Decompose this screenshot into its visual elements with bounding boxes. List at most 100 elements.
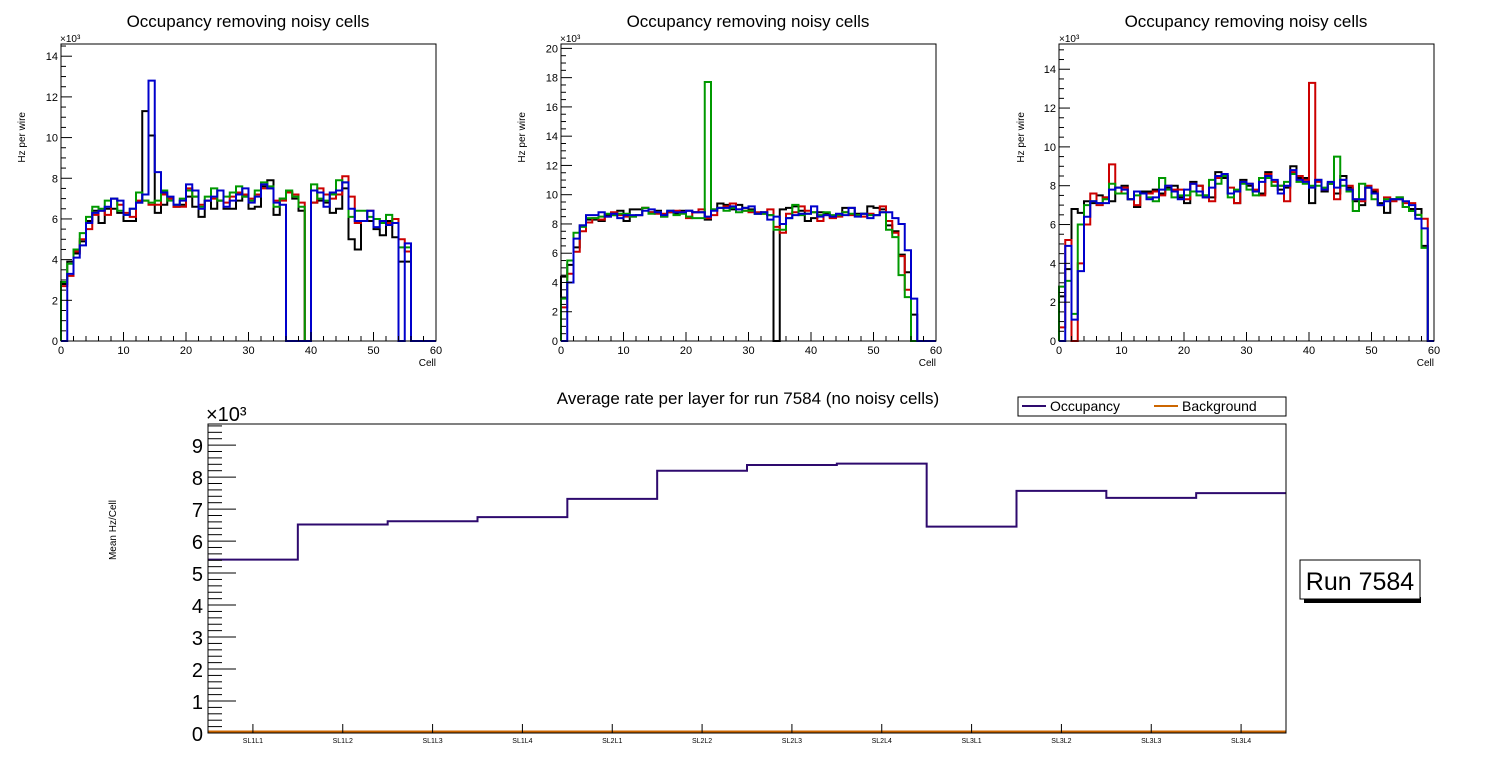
y-tick-label: 6 <box>52 214 58 226</box>
series-black-line <box>560 202 936 342</box>
x-tick-label: SL3L2 <box>1051 738 1071 745</box>
x-tick-label: SL3L1 <box>961 738 981 745</box>
y-tick-label: 2 <box>192 660 203 682</box>
y-tick-label: 12 <box>546 160 558 172</box>
series-blue-line <box>561 205 936 342</box>
y-tick-label: 0 <box>1050 336 1056 348</box>
y-tick-label: 4 <box>52 255 58 267</box>
y-tick-label: 8 <box>1050 181 1056 193</box>
series-red-line <box>1058 81 1434 342</box>
y-tick-label: 16 <box>546 102 558 114</box>
y-tick-label: 0 <box>52 336 58 348</box>
panel-2-exponent: ×10³ <box>560 34 581 45</box>
series-blue-line <box>61 79 436 342</box>
y-tick-label: 6 <box>192 532 203 554</box>
histogram-panel-2: Occupancy removing noisy cells Hz per wi… <box>517 12 942 369</box>
y-tick-label: 3 <box>192 628 203 650</box>
y-tick-label: 10 <box>46 133 58 145</box>
x-tick-label: 40 <box>805 345 817 357</box>
y-tick-label: 14 <box>546 131 558 143</box>
x-tick-label: SL3L4 <box>1231 738 1251 745</box>
x-tick-label: 30 <box>242 345 254 357</box>
x-tick-label: 10 <box>617 345 629 357</box>
x-tick-label: 20 <box>180 345 192 357</box>
run-label-shadow <box>1304 597 1421 603</box>
histogram-panel-3: Occupancy removing noisy cells Hz per wi… <box>1016 12 1440 369</box>
y-tick-label: 2 <box>52 295 58 307</box>
y-tick-label: 10 <box>546 190 558 202</box>
y-tick-label: 2 <box>1050 297 1056 309</box>
y-tick-label: 0 <box>552 336 558 348</box>
panel-1-xlabel: Cell <box>419 358 436 369</box>
y-tick-label: 7 <box>192 500 203 522</box>
y-tick-label: 0 <box>192 724 203 746</box>
x-tick-label: 50 <box>367 345 379 357</box>
series-occupancy-line <box>208 462 1286 561</box>
y-tick-label: 5 <box>192 564 203 586</box>
y-tick-label: 10 <box>1044 142 1056 154</box>
legend: Occupancy Background <box>1017 396 1287 417</box>
layer-rate-title: Average rate per layer for run 7584 (no … <box>557 389 939 408</box>
x-tick-label: 10 <box>1115 345 1127 357</box>
y-tick-label: 2 <box>552 307 558 319</box>
x-tick-label: 0 <box>58 345 64 357</box>
y-tick-label: 18 <box>546 73 558 85</box>
plot-frame <box>207 423 1287 734</box>
x-tick-label: 0 <box>558 345 564 357</box>
y-tick-label: 14 <box>46 51 58 63</box>
x-tick-label: 0 <box>1056 345 1062 357</box>
x-tick-label: 60 <box>1428 345 1440 357</box>
x-tick-label: 40 <box>305 345 317 357</box>
x-tick-label: 30 <box>742 345 754 357</box>
panel-1-title: Occupancy removing noisy cells <box>127 12 370 31</box>
x-tick-label: SL2L4 <box>872 738 892 745</box>
x-tick-label: 30 <box>1240 345 1252 357</box>
x-tick-label: SL2L2 <box>692 738 712 745</box>
panel-3-xlabel: Cell <box>1417 358 1434 369</box>
panel-2-title: Occupancy removing noisy cells <box>627 12 870 31</box>
panel-3-title: Occupancy removing noisy cells <box>1125 12 1368 31</box>
plot-frame <box>560 43 937 342</box>
y-tick-label: 1 <box>192 692 203 714</box>
legend-box <box>1017 396 1287 417</box>
panel-2-xlabel: Cell <box>919 358 936 369</box>
run-label-frame <box>1299 559 1421 600</box>
y-tick-label: 8 <box>552 219 558 231</box>
x-tick-label: 60 <box>930 345 942 357</box>
y-tick-label: 8 <box>52 173 58 185</box>
x-tick-label: 50 <box>1365 345 1377 357</box>
series-blue-line <box>1059 169 1434 342</box>
x-tick-label: SL1L3 <box>422 738 442 745</box>
x-tick-label: 20 <box>1178 345 1190 357</box>
layer-rate-ylabel: Mean Hz/Cell <box>108 500 119 560</box>
x-tick-label: SL2L1 <box>602 738 622 745</box>
series-red-line <box>560 202 936 342</box>
panel-2-ylabel: Hz per wire <box>517 112 528 163</box>
panel-3-ylabel: Hz per wire <box>1016 112 1027 163</box>
x-tick-label: SL2L3 <box>782 738 802 745</box>
x-tick-label: SL1L1 <box>243 738 263 745</box>
y-tick-label: 8 <box>192 468 203 490</box>
y-tick-label: 4 <box>192 596 203 618</box>
y-tick-label: 12 <box>1044 103 1056 115</box>
x-tick-label: 40 <box>1303 345 1315 357</box>
y-tick-label: 12 <box>46 92 58 104</box>
layer-rate-chart: Average rate per layer for run 7584 (no … <box>108 389 1287 746</box>
legend-background-label: Background <box>1182 398 1257 414</box>
x-tick-label: 50 <box>867 345 879 357</box>
x-tick-label: 60 <box>430 345 442 357</box>
x-tick-label: SL1L4 <box>512 738 532 745</box>
y-tick-label: 9 <box>192 436 203 458</box>
series-green-line <box>60 179 436 342</box>
panel-1-ylabel: Hz per wire <box>17 112 28 163</box>
y-tick-label: 4 <box>552 277 558 289</box>
y-tick-label: 20 <box>546 43 558 55</box>
layer-rate-exponent: ×10³ <box>206 404 247 426</box>
run-label-text: Run 7584 <box>1306 568 1415 596</box>
y-tick-label: 6 <box>552 248 558 260</box>
panel-1-exponent: ×10³ <box>60 34 81 45</box>
x-tick-label: SL1L2 <box>333 738 353 745</box>
x-tick-label: SL3L3 <box>1141 738 1161 745</box>
histogram-panel-1: Occupancy removing noisy cells Hz per wi… <box>17 12 442 369</box>
